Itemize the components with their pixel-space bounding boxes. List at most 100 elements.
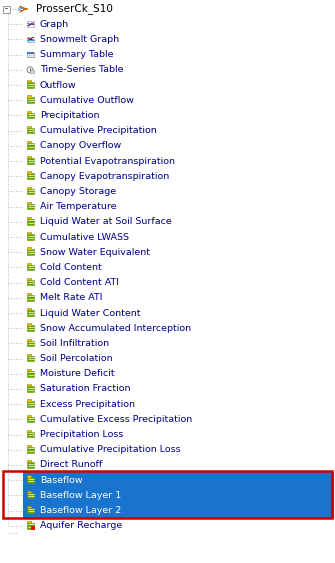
Bar	[27, 430, 31, 432]
Bar	[27, 249, 35, 255]
Text: Canopy Evapotranspiration: Canopy Evapotranspiration	[40, 172, 169, 181]
Bar	[27, 126, 31, 128]
Bar	[27, 265, 35, 270]
Bar	[30, 70, 35, 73]
Bar	[27, 156, 31, 158]
Bar	[27, 280, 35, 285]
Text: Outflow: Outflow	[40, 81, 77, 90]
Bar	[27, 95, 31, 97]
Bar	[3, 471, 332, 518]
Bar	[23, 472, 334, 488]
Bar	[27, 523, 35, 529]
Bar	[27, 371, 35, 377]
Bar	[27, 52, 35, 54]
Bar	[27, 219, 35, 225]
Bar	[27, 128, 35, 133]
Bar	[3, 6, 10, 13]
Bar	[27, 310, 35, 316]
Bar	[27, 325, 35, 331]
Text: Canopy Storage: Canopy Storage	[40, 187, 116, 196]
Text: Cold Content: Cold Content	[40, 263, 102, 272]
Text: Graph: Graph	[40, 20, 69, 29]
Bar	[27, 417, 35, 422]
Text: Snow Accumulated Interception: Snow Accumulated Interception	[40, 324, 191, 333]
Bar	[27, 278, 31, 280]
Bar	[27, 189, 35, 194]
Text: Air Temperature: Air Temperature	[40, 202, 117, 211]
Bar	[27, 110, 31, 113]
Bar	[27, 447, 35, 453]
Bar	[27, 158, 35, 164]
Bar	[27, 204, 35, 209]
Text: Liquid Water at Soil Surface: Liquid Water at Soil Surface	[40, 217, 172, 226]
Bar	[27, 506, 31, 508]
Bar	[27, 341, 35, 346]
Bar	[27, 202, 31, 204]
Text: Precipitation Loss: Precipitation Loss	[40, 430, 123, 439]
Text: Potential Evapotranspiration: Potential Evapotranspiration	[40, 157, 175, 166]
Bar	[27, 232, 31, 234]
Text: Cold Content ATI: Cold Content ATI	[40, 278, 119, 287]
Bar	[27, 141, 31, 143]
Circle shape	[27, 67, 33, 73]
Bar	[27, 173, 35, 179]
Text: Moisture Deficit: Moisture Deficit	[40, 369, 115, 378]
Bar	[27, 308, 31, 310]
Bar	[27, 493, 35, 498]
Text: -: -	[5, 5, 8, 14]
Bar	[27, 369, 31, 371]
Text: ProsserCk_S10: ProsserCk_S10	[36, 3, 113, 15]
Bar	[27, 21, 35, 27]
Bar	[27, 354, 31, 356]
Bar	[31, 525, 36, 530]
Text: Precipitation: Precipitation	[40, 111, 99, 120]
Bar	[27, 432, 35, 437]
Text: ≈: ≈	[17, 4, 25, 14]
Bar	[27, 401, 35, 407]
Bar	[27, 414, 31, 417]
Text: Soil Infiltration: Soil Infiltration	[40, 339, 109, 348]
Bar	[27, 475, 31, 477]
Text: Cumulative LWASS: Cumulative LWASS	[40, 233, 129, 242]
Bar	[27, 186, 31, 189]
Text: Summary Table: Summary Table	[40, 50, 114, 59]
Text: Saturation Fraction: Saturation Fraction	[40, 385, 131, 394]
Text: Baseflow Layer 1: Baseflow Layer 1	[40, 491, 121, 500]
Text: Snow Water Equivalent: Snow Water Equivalent	[40, 248, 150, 257]
Text: Excess Precipitation: Excess Precipitation	[40, 400, 135, 409]
Bar	[27, 356, 35, 361]
Bar	[27, 462, 35, 468]
Text: Canopy Overflow: Canopy Overflow	[40, 141, 121, 150]
Text: Baseflow: Baseflow	[40, 476, 83, 485]
Bar	[27, 247, 31, 249]
Bar	[27, 521, 31, 523]
Text: Liquid Water Content: Liquid Water Content	[40, 309, 140, 318]
Bar	[27, 386, 35, 392]
Bar	[27, 143, 35, 149]
Text: Melt Rate ATI: Melt Rate ATI	[40, 293, 103, 302]
Bar	[27, 399, 31, 401]
Text: Aquifer Recharge: Aquifer Recharge	[40, 521, 122, 530]
Text: Cumulative Outflow: Cumulative Outflow	[40, 96, 134, 105]
Bar	[27, 323, 31, 325]
Bar	[27, 80, 31, 82]
Bar	[27, 445, 31, 447]
Bar	[27, 52, 35, 57]
Bar	[27, 338, 31, 341]
Text: Snowmelt Graph: Snowmelt Graph	[40, 35, 119, 44]
Bar	[23, 503, 334, 518]
Text: Time-Series Table: Time-Series Table	[40, 65, 124, 74]
Bar	[27, 460, 31, 462]
Bar	[27, 217, 31, 219]
Bar	[27, 508, 35, 513]
Text: Direct Runoff: Direct Runoff	[40, 461, 102, 470]
Bar	[27, 477, 35, 483]
Text: Cumulative Precipitation Loss: Cumulative Precipitation Loss	[40, 445, 181, 454]
Text: Cumulative Precipitation: Cumulative Precipitation	[40, 126, 157, 135]
Bar	[27, 490, 31, 493]
Bar	[27, 171, 31, 173]
Bar	[27, 295, 35, 301]
Bar	[27, 113, 35, 118]
Text: Soil Percolation: Soil Percolation	[40, 354, 113, 363]
Bar	[27, 234, 35, 240]
